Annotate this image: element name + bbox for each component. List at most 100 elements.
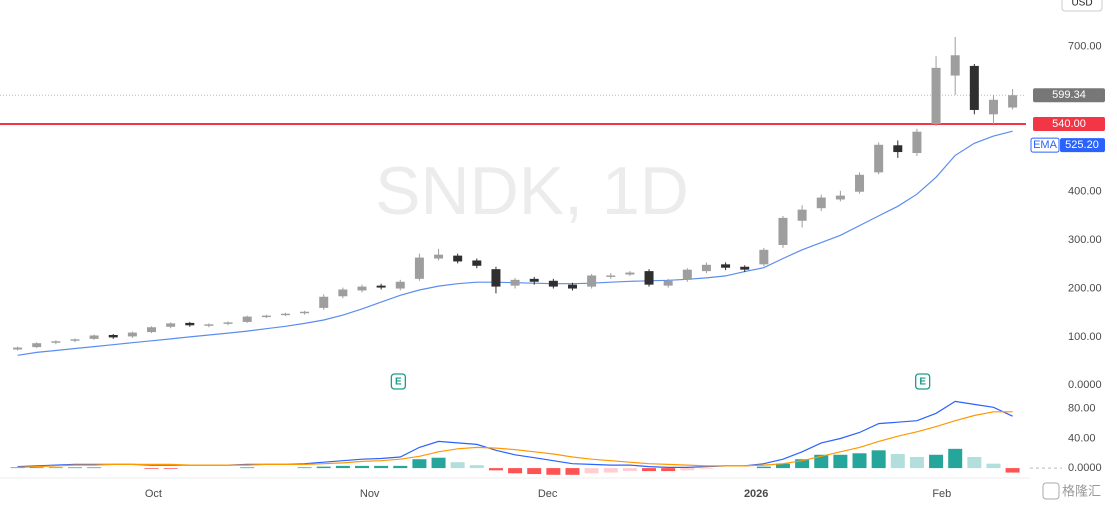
histogram-bar [316,466,331,469]
histogram-bar [240,467,255,469]
candle-body [147,327,157,333]
histogram-bar [546,468,561,475]
candle-body [13,347,23,350]
currency: USD [1071,0,1092,9]
x-tick-label: Dec [538,488,558,500]
histogram-bar [661,468,676,472]
histogram-bar [297,467,312,469]
candle-body [606,275,616,277]
histogram-bar [335,465,350,469]
y-tick-label: 100.00 [1068,331,1102,343]
histogram-bar [756,466,771,469]
histogram-bar [948,448,963,469]
candle-body [778,217,788,245]
candle-body [242,316,252,322]
hline-label: 540.00 [1052,118,1086,130]
histogram-bar [355,465,370,469]
earnings-marker-label: E [395,377,402,388]
candle-body [491,269,501,287]
candle-body [223,322,233,324]
candle-body [261,315,271,318]
candle-body [912,131,922,154]
histogram-bar [527,468,542,475]
y-tick-label: 300.00 [1068,234,1102,246]
y-tick-label: 700.00 [1068,40,1102,52]
y-tick-label: 200.00 [1068,282,1102,294]
histogram-bar [87,467,102,469]
y-tick-label: 80.00 [1068,403,1096,415]
candle-body [969,65,979,110]
histogram-bar [469,465,484,469]
candle-body [740,266,750,270]
histogram-bar [508,468,523,474]
x-tick-label: Oct [145,488,162,500]
candle-body [127,332,137,337]
candle-body [510,279,520,286]
candle-body [300,311,310,314]
candle-body [395,281,405,289]
histogram-bar [488,468,503,471]
candle-body [567,284,577,289]
histogram-bar [775,463,790,469]
candle-body [434,254,444,259]
histogram-bar [833,454,848,469]
histogram-bar [642,468,657,472]
y-tick-label: 400.00 [1068,186,1102,198]
candle-body [338,289,348,297]
last-price-label: 599.34 [1052,89,1086,101]
x-tick-label: Feb [932,488,951,500]
x-tick-label: 2026 [744,488,768,500]
histogram-bar [871,450,886,469]
histogram-bar [565,468,580,475]
candle-body [414,257,424,279]
line [17,411,1013,468]
histogram-bar [10,467,25,469]
candle-body [855,174,865,192]
earnings-marker [915,373,931,390]
candle-body [453,255,463,262]
histogram-bar [852,453,867,469]
ema-name: EMA [1033,139,1058,151]
candle-body [70,339,80,341]
histogram-bar [929,454,944,469]
candle-body [682,269,692,280]
candle-body [663,280,673,286]
candle-body [32,343,42,348]
x-tick-label: Nov [360,488,380,500]
last-price-label-box [1033,88,1105,103]
histogram-bar [29,467,44,469]
candle-body [625,272,635,275]
candle-body [357,286,367,291]
candle-body [89,335,99,339]
histogram-bar [967,456,982,469]
candle-body [548,280,558,287]
watermark-title: SNDK, 1D [375,153,689,229]
candle-body [280,313,290,316]
histogram-bar [374,465,389,469]
candle-body [108,334,118,338]
candle-body [1008,95,1018,108]
candle-body [185,322,195,326]
candle-body [797,209,807,221]
candle-body [529,278,539,282]
currency-box[interactable] [1061,0,1103,12]
candle-body [166,323,176,327]
candle-body [988,99,998,115]
histogram-bar [393,465,408,469]
candle-body [376,285,386,288]
histogram-bar [603,468,618,473]
histogram-bar [450,462,465,469]
histogram-bar [163,468,178,469]
ema-value: 525.20 [1065,139,1099,151]
ema-name-box [1030,137,1060,153]
histogram-bar [890,454,905,469]
histogram-bar [1005,468,1020,473]
histogram-bar [680,468,695,471]
candle-body [759,249,769,265]
histogram-bar [909,456,924,469]
logo-icon [1042,482,1060,500]
candle-body [950,55,960,76]
y-tick-label: 40.00 [1068,432,1096,444]
